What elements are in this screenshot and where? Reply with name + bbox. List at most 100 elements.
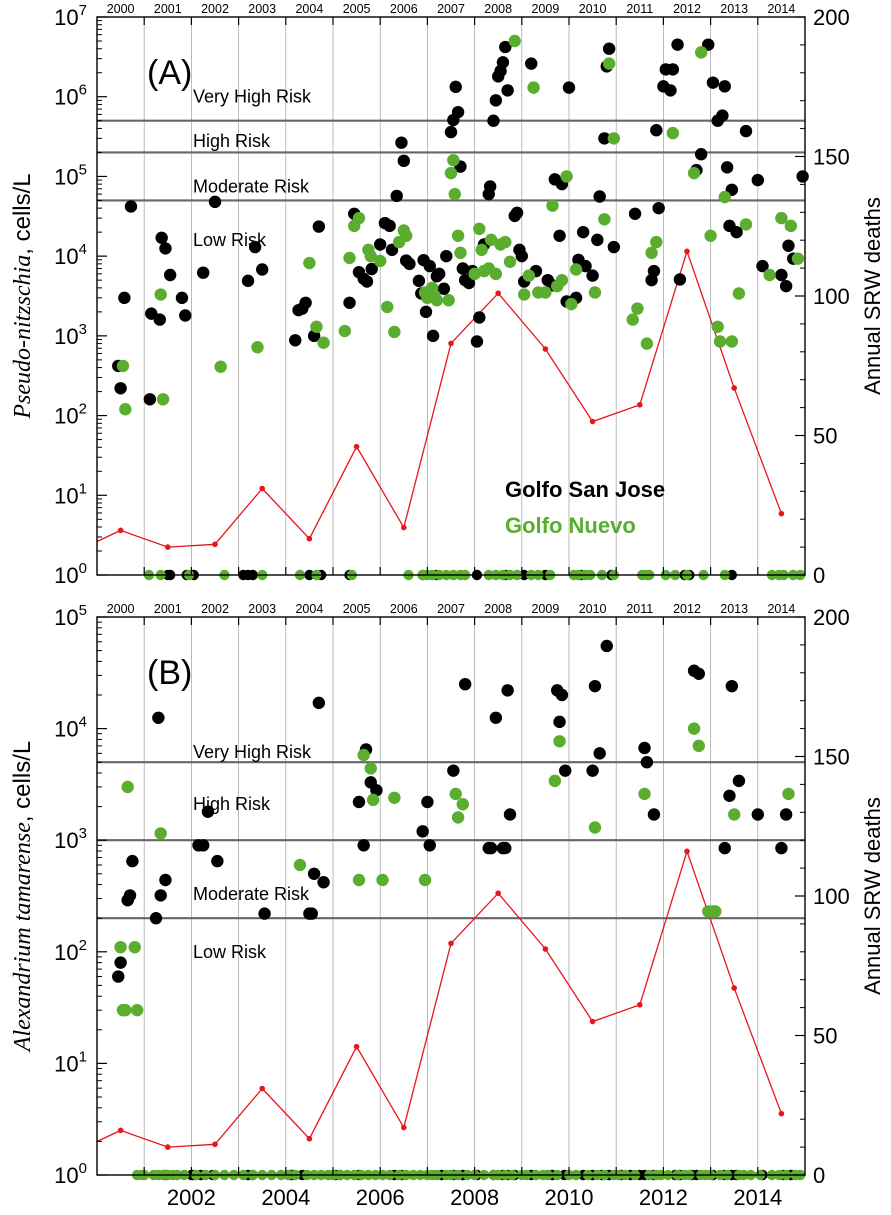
panel-b: 2000 2001 2002 2003 2004 2005 2006 2007 2008 2009…	[9, 602, 885, 1210]
point-san-jose	[126, 854, 139, 868]
point-san-jose	[403, 257, 416, 271]
point-san-jose	[553, 715, 566, 729]
srw-deaths-point	[684, 848, 690, 855]
point-san-jose	[201, 805, 215, 818]
point-nuevo	[121, 780, 134, 794]
y2-axis-label: Annual SRW deaths	[860, 797, 885, 995]
point-san-jose	[197, 839, 210, 852]
point-nuevo	[430, 294, 444, 307]
point-nuevo	[640, 337, 654, 350]
point-san-jose	[390, 189, 403, 203]
srw-deaths-point	[684, 248, 690, 255]
point-nuevo	[666, 126, 680, 140]
point-san-jose	[419, 305, 433, 319]
point-nuevo	[468, 267, 481, 281]
x-tick-label: 2006	[356, 1185, 405, 1210]
point-san-jose	[499, 841, 512, 855]
point-nuevo	[214, 360, 227, 373]
point-san-jose	[289, 334, 302, 347]
point-san-jose	[440, 249, 453, 263]
top-year-label: 2014	[767, 602, 795, 616]
risk-label: Low Risk	[193, 230, 267, 250]
srw-deaths-point	[589, 418, 596, 425]
point-san-jose	[562, 81, 576, 94]
srw-deaths-point	[117, 527, 124, 534]
risk-label: Moderate Risk	[193, 176, 310, 196]
point-nuevo	[522, 269, 536, 282]
point-san-jose	[593, 190, 606, 203]
y-tick-label: 100	[54, 1160, 87, 1188]
point-san-jose	[487, 114, 500, 127]
top-year-label: 2009	[531, 602, 559, 616]
top-year-label: 2013	[720, 602, 748, 616]
top-year-label: 2012	[673, 2, 701, 16]
point-nuevo	[448, 187, 461, 201]
point-san-jose	[586, 269, 599, 282]
top-year-label: 2008	[484, 2, 512, 16]
point-nuevo	[553, 735, 566, 748]
point-san-jose	[299, 296, 312, 309]
top-year-label: 2008	[484, 602, 512, 616]
point-san-jose	[638, 741, 651, 755]
point-san-jose	[370, 784, 383, 797]
point-nuevo	[775, 211, 788, 225]
point-san-jose	[155, 231, 168, 244]
point-nuevo	[128, 940, 141, 954]
srw-deaths-point	[542, 946, 549, 952]
point-san-jose	[114, 956, 127, 969]
srw-deaths-point	[401, 1124, 407, 1131]
point-san-jose	[640, 755, 654, 769]
srw-deaths-point	[117, 1127, 124, 1134]
point-nuevo	[343, 251, 356, 265]
point-san-jose	[159, 873, 172, 887]
point-san-jose	[647, 808, 661, 821]
y-tick-label: 102	[54, 401, 87, 429]
top-year-label: 2010	[579, 602, 607, 616]
y-axis-label: Alexandrium tamarense, cells/L	[9, 741, 36, 1053]
srw-deaths-point	[589, 1018, 596, 1025]
panel-label: (B)	[147, 654, 192, 692]
x-tick-label: 2010	[545, 1185, 594, 1210]
point-nuevo	[310, 320, 323, 333]
srw-deaths-point	[637, 402, 643, 408]
point-nuevo	[598, 213, 611, 226]
point-nuevo	[352, 873, 366, 887]
srw-deaths-point	[401, 524, 407, 531]
srw-deaths-point	[448, 340, 454, 347]
y2-tick-label: 0	[813, 1163, 825, 1188]
point-nuevo	[650, 235, 663, 249]
top-year-label: 2007	[437, 602, 465, 616]
point-nuevo	[442, 294, 455, 307]
point-nuevo	[154, 827, 167, 840]
point-san-jose	[397, 154, 410, 168]
point-san-jose	[153, 313, 166, 326]
point-san-jose	[525, 57, 538, 70]
point-san-jose	[723, 789, 736, 802]
y-tick-label: 107	[54, 2, 87, 30]
top-year-label: 2002	[201, 2, 229, 16]
point-san-jose	[248, 240, 262, 254]
point-nuevo	[484, 233, 498, 247]
point-san-jose	[732, 774, 746, 788]
point-nuevo	[357, 748, 370, 762]
point-nuevo	[791, 252, 805, 265]
point-nuevo	[784, 219, 798, 233]
point-nuevo	[338, 324, 351, 338]
point-nuevo	[364, 762, 377, 775]
top-year-label: 2003	[248, 602, 276, 616]
point-nuevo	[565, 297, 578, 311]
x-tick-label: 2012	[639, 1185, 688, 1210]
point-nuevo	[119, 1003, 132, 1017]
y-tick-label: 105	[54, 602, 87, 630]
top-year-label: 2000	[107, 602, 135, 616]
point-san-jose	[501, 84, 514, 97]
point-san-jose	[154, 889, 167, 902]
point-san-jose	[312, 696, 326, 710]
point-san-jose	[211, 854, 224, 868]
point-nuevo	[251, 341, 264, 354]
point-san-jose	[555, 688, 569, 702]
point-nuevo	[451, 229, 465, 242]
point-nuevo	[418, 873, 432, 887]
point-nuevo	[503, 255, 517, 268]
point-san-jose	[383, 219, 396, 233]
